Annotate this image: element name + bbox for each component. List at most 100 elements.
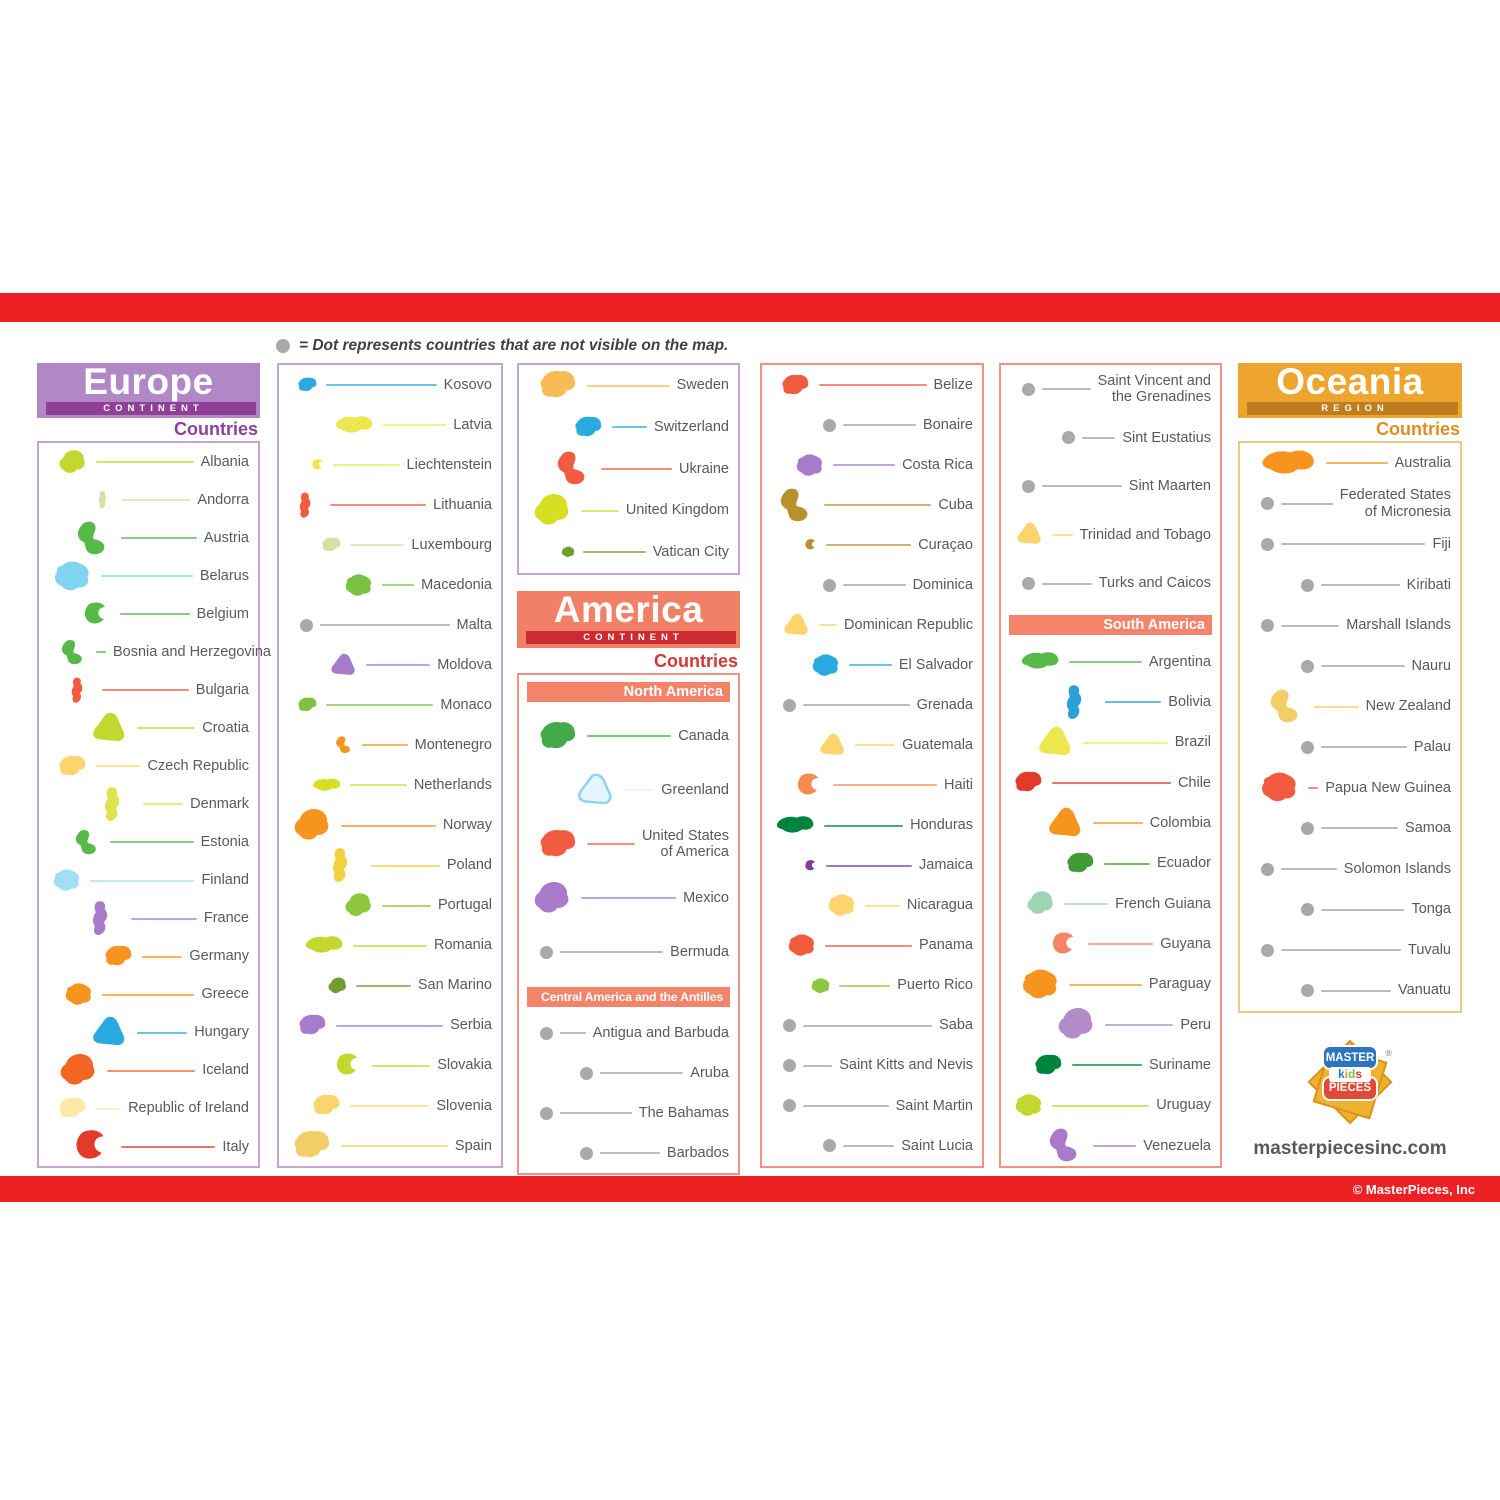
connector-line — [326, 704, 434, 707]
hidden-country-dot-icon — [540, 1026, 553, 1040]
country-row: Turks and Caicos — [1001, 559, 1220, 608]
country-label: Moldova — [437, 657, 492, 674]
hidden-country-dot-icon — [1062, 431, 1075, 445]
country-row: Barbados — [519, 1133, 738, 1173]
country-label: Belgium — [196, 605, 249, 622]
connector-line — [96, 651, 106, 654]
country-label: Dominican Republic — [844, 616, 973, 633]
country-shape-icon — [53, 869, 80, 891]
country-label: Czech Republic — [147, 758, 249, 775]
connector-line — [581, 509, 619, 512]
country-row: Tuvalu — [1240, 930, 1460, 971]
country-shape-icon — [540, 371, 576, 398]
country-row: Switzerland — [519, 407, 738, 449]
country-label: Austria — [203, 529, 249, 546]
country-label: Antigua and Barbuda — [592, 1025, 729, 1042]
connector-line — [142, 955, 183, 958]
america-countries-box-1: North America Canada Greenland United Stat… — [517, 673, 740, 1175]
country-label: French Guiana — [1115, 895, 1211, 912]
connector-line — [382, 904, 431, 907]
country-row: Finland — [39, 862, 258, 900]
country-shape-icon — [1270, 689, 1298, 723]
country-shape-icon — [93, 712, 125, 741]
connector-line — [350, 544, 405, 547]
country-label: Italy — [222, 1138, 249, 1155]
connector-line — [825, 944, 912, 947]
country-shape-icon — [345, 574, 372, 596]
country-shape-icon — [298, 697, 317, 712]
connector-line — [107, 1069, 196, 1072]
country-label: Iceland — [202, 1062, 249, 1079]
hidden-country-dot-icon — [1261, 862, 1274, 876]
connector-line — [843, 1144, 895, 1147]
connector-line — [819, 624, 838, 627]
country-label: Germany — [189, 948, 249, 965]
country-row: Saint Martin — [762, 1086, 982, 1126]
country-label: Norway — [442, 817, 492, 834]
country-row: Luxembourg — [279, 525, 501, 565]
connector-line — [121, 1145, 216, 1148]
country-label: Cuba — [938, 496, 973, 513]
country-row: Sint Eustatius — [1001, 414, 1220, 463]
hidden-country-dot-icon — [783, 1059, 796, 1073]
country-row: Serbia — [279, 1006, 501, 1046]
connector-line — [121, 537, 197, 540]
country-row: Poland — [279, 846, 501, 886]
oceania-header: Oceania REGION — [1238, 362, 1462, 418]
country-row: Argentina — [1001, 642, 1220, 682]
country-label: Bosnia and Herzegovina — [113, 643, 271, 660]
country-shape-icon — [105, 945, 132, 966]
connector-line — [326, 384, 437, 387]
hidden-country-dot-icon — [1301, 578, 1314, 592]
country-shape-icon — [1015, 1094, 1042, 1116]
europe-countries-box-1: Albania Andorra Austria Belarus Belgium Bosni… — [37, 441, 271, 1168]
europe-header: Europe CONTINENT — [37, 362, 260, 418]
country-shape-icon — [811, 978, 830, 993]
country-shape-icon — [313, 1095, 340, 1115]
america-countries-box-2: Belize Bonaire Costa Rica Cuba Curaçao Domini… — [760, 363, 984, 1168]
country-shape-icon — [92, 901, 108, 936]
country-label: Republic of Ireland — [128, 1100, 249, 1117]
country-label: Guyana — [1160, 935, 1211, 952]
hidden-country-dot-icon — [1301, 821, 1314, 835]
country-shape-icon — [540, 721, 576, 748]
country-row: Honduras — [762, 806, 982, 846]
connector-line — [826, 864, 912, 867]
hidden-country-dot-icon — [580, 1146, 593, 1160]
connector-line — [1321, 989, 1392, 992]
connector-line — [102, 993, 195, 996]
country-label: Netherlands — [413, 777, 492, 794]
country-row: Sint Maarten — [1001, 462, 1220, 511]
country-label: The Bahamas — [638, 1104, 729, 1121]
country-row: Fiji — [1240, 524, 1460, 565]
country-shape-icon — [1066, 685, 1082, 719]
country-label: Luxembourg — [411, 536, 492, 553]
country-shape-icon — [305, 936, 343, 953]
country-shape-icon — [345, 893, 371, 917]
country-shape-icon — [776, 816, 814, 833]
country-label: New Zealand — [1365, 698, 1451, 715]
country-list: Argentina Bolivia Brazil Chile Colombia Ecuad… — [1001, 642, 1220, 1166]
country-shape-icon — [1035, 1054, 1062, 1074]
connector-line — [382, 584, 415, 587]
country-shape-icon — [77, 521, 105, 554]
connector-line — [330, 504, 427, 507]
country-row: Ukraine — [519, 448, 738, 490]
country-label: Sweden — [676, 377, 729, 394]
country-row: Mexico — [519, 871, 738, 925]
country-shape-icon — [312, 459, 323, 470]
country-shape-icon — [780, 488, 808, 521]
connector-line — [1082, 436, 1116, 439]
legend-dot-icon — [276, 339, 290, 353]
country-shape-icon — [93, 1016, 125, 1046]
connector-line — [1088, 943, 1154, 946]
connector-line — [362, 744, 408, 747]
country-label: Serbia — [450, 1017, 492, 1034]
country-row: New Zealand — [1240, 686, 1460, 727]
country-row: Dominican Republic — [762, 605, 982, 645]
country-list: Kosovo Latvia Liechtenstein Lithuania Luxemb… — [279, 365, 501, 1166]
hidden-country-dot-icon — [823, 578, 836, 592]
country-label: Nicaragua — [906, 897, 973, 914]
country-row: Saba — [762, 1006, 982, 1046]
country-label: Guatemala — [902, 737, 973, 754]
